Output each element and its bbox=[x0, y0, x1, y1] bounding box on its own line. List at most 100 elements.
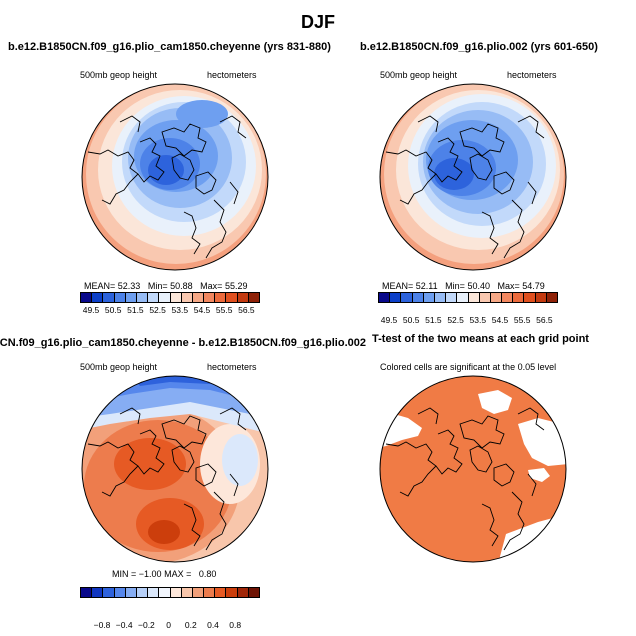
colorbar-swatch bbox=[159, 588, 171, 597]
colorbar-swatch bbox=[423, 293, 435, 302]
colorbar-swatch bbox=[226, 588, 238, 597]
colorbar-swatch bbox=[136, 588, 149, 597]
stat-min: 50.40 bbox=[467, 281, 490, 291]
colorbar-swatch bbox=[192, 588, 205, 597]
colorbar-swatch bbox=[114, 588, 126, 597]
colorbar-swatch bbox=[502, 293, 514, 302]
colorbar-swatch bbox=[92, 293, 104, 302]
polar-map-bottom-left bbox=[81, 375, 269, 563]
colorbar-ticks-top-right: 49.5 50.5 51.5 52.5 53.5 54.5 55.5 56.5 bbox=[378, 315, 558, 325]
colorbar-swatch bbox=[81, 588, 93, 597]
colorbar-ticks-top-left: 49.5 50.5 51.5 52.5 53.5 54.5 55.5 56.5 bbox=[80, 305, 260, 315]
panel-title-top-right: b.e12.B1850CN.f09_g16.plio.002 (yrs 601-… bbox=[360, 41, 598, 53]
colorbar-tick-label: 53.5 bbox=[171, 305, 189, 315]
colorbar-swatch bbox=[248, 588, 259, 597]
colorbar-swatch bbox=[114, 293, 126, 302]
colorbar-swatch bbox=[125, 588, 137, 597]
colorbar-swatch bbox=[468, 293, 480, 302]
stat-mean: 52.11 bbox=[415, 281, 438, 291]
colorbar-swatch bbox=[148, 293, 160, 302]
colorbar-swatch bbox=[81, 293, 93, 302]
colorbar-swatch bbox=[181, 588, 193, 597]
colorbar-swatch bbox=[479, 293, 491, 302]
colorbar-tick-label: 54.5 bbox=[193, 305, 211, 315]
figure-title: DJF bbox=[300, 12, 335, 32]
colorbar-tick-label: 50.5 bbox=[104, 305, 122, 315]
colorbar-swatch bbox=[434, 293, 447, 302]
colorbar-swatch bbox=[248, 293, 259, 302]
colorbar-tick-label: 49.5 bbox=[82, 305, 100, 315]
stat-max: 54.79 bbox=[522, 281, 545, 291]
colorbar-bottom-left bbox=[80, 587, 260, 598]
colorbar-tick-label: 54.5 bbox=[491, 315, 509, 325]
colorbar-tick-label: 56.5 bbox=[238, 305, 255, 315]
variable-label-bottom-left: 500mb geop height bbox=[80, 362, 158, 372]
panel-title-bottom-left: b.e12.B1850CN.f09_g16.plio_cam1850.cheye… bbox=[0, 337, 366, 349]
colorbar-swatch bbox=[490, 293, 503, 302]
stats-bottom-left: MIN = −1.00 MAX = 0.80 bbox=[112, 569, 217, 579]
polar-map-top-right bbox=[379, 83, 567, 271]
units-label-top-left: hectometers bbox=[207, 70, 257, 80]
colorbar-swatch bbox=[457, 293, 469, 302]
colorbar-swatch bbox=[237, 293, 249, 302]
stats-top-right: MEAN= 52.11 Min= 50.40 Max= 54.79 bbox=[382, 281, 545, 291]
colorbar-tick-label: 0.8 bbox=[229, 620, 242, 630]
significance-note: Colored cells are significant at the 0.0… bbox=[380, 362, 557, 372]
colorbar-swatch bbox=[103, 588, 115, 597]
units-label-top-right: hectometers bbox=[507, 70, 557, 80]
colorbar-swatch bbox=[192, 293, 205, 302]
colorbar-swatch bbox=[412, 293, 424, 302]
colorbar-swatch bbox=[215, 293, 227, 302]
stats-top-left: MEAN= 52.33 Min= 50.88 Max= 55.29 bbox=[84, 281, 248, 291]
stat-min: −1.00 bbox=[138, 569, 162, 579]
colorbar-swatch bbox=[215, 588, 227, 597]
colorbar-swatch bbox=[446, 293, 458, 302]
colorbar-swatch bbox=[159, 293, 171, 302]
stat-min: 50.88 bbox=[170, 281, 193, 291]
colorbar-swatch bbox=[379, 293, 391, 302]
colorbar-swatch bbox=[103, 293, 115, 302]
colorbar-swatch bbox=[92, 588, 104, 597]
colorbar-swatch bbox=[226, 293, 238, 302]
panel-title-bottom-right: T-test of the two means at each grid poi… bbox=[372, 333, 589, 345]
colorbar-swatch bbox=[136, 293, 149, 302]
colorbar-tick-label: 50.5 bbox=[402, 315, 420, 325]
colorbar-tick-label: 51.5 bbox=[127, 305, 144, 315]
colorbar-swatch bbox=[170, 293, 182, 302]
colorbar-swatch bbox=[535, 293, 547, 302]
colorbar-top-right bbox=[378, 292, 558, 303]
polar-map-top-left bbox=[81, 83, 269, 271]
colorbar-tick-label: 0.4 bbox=[207, 620, 219, 630]
colorbar-swatch bbox=[546, 293, 557, 302]
colorbar-swatch bbox=[125, 293, 137, 302]
colorbar-swatch bbox=[148, 588, 160, 597]
colorbar-tick-label: 52.5 bbox=[447, 315, 464, 325]
colorbar-tick-label: 0.2 bbox=[184, 620, 197, 630]
colorbar-tick-label: −0.8 bbox=[93, 620, 111, 630]
colorbar-tick-label: −0.4 bbox=[115, 620, 133, 630]
colorbar-swatch bbox=[170, 588, 182, 597]
colorbar-tick-label: 53.5 bbox=[469, 315, 487, 325]
colorbar-swatch bbox=[237, 588, 249, 597]
colorbar-swatch bbox=[401, 293, 413, 302]
colorbar-swatch bbox=[513, 293, 525, 302]
colorbar-swatch bbox=[524, 293, 536, 302]
stat-mean: 52.33 bbox=[117, 281, 141, 291]
colorbar-swatch bbox=[181, 293, 193, 302]
colorbar-tick-label: 52.5 bbox=[149, 305, 166, 315]
colorbar-tick-label: 55.5 bbox=[513, 315, 531, 325]
colorbar-tick-label: 55.5 bbox=[215, 305, 233, 315]
colorbar-tick-label: 56.5 bbox=[536, 315, 553, 325]
stat-max: 0.80 bbox=[198, 569, 217, 579]
colorbar-tick-label: −0.2 bbox=[138, 620, 155, 630]
polar-map-bottom-right bbox=[379, 375, 567, 563]
colorbar-swatch bbox=[204, 293, 216, 302]
variable-label-top-right: 500mb geop height bbox=[380, 70, 458, 80]
colorbar-tick-label: 49.5 bbox=[380, 315, 398, 325]
colorbar-swatch bbox=[204, 588, 216, 597]
panel-title-top-left: b.e12.B1850CN.f09_g16.plio_cam1850.cheye… bbox=[8, 41, 331, 53]
colorbar-top-left bbox=[80, 292, 260, 303]
units-label-bottom-left: hectometers bbox=[207, 362, 257, 372]
colorbar-tick-label: 0 bbox=[166, 620, 171, 630]
colorbar-tick-label: 51.5 bbox=[425, 315, 442, 325]
